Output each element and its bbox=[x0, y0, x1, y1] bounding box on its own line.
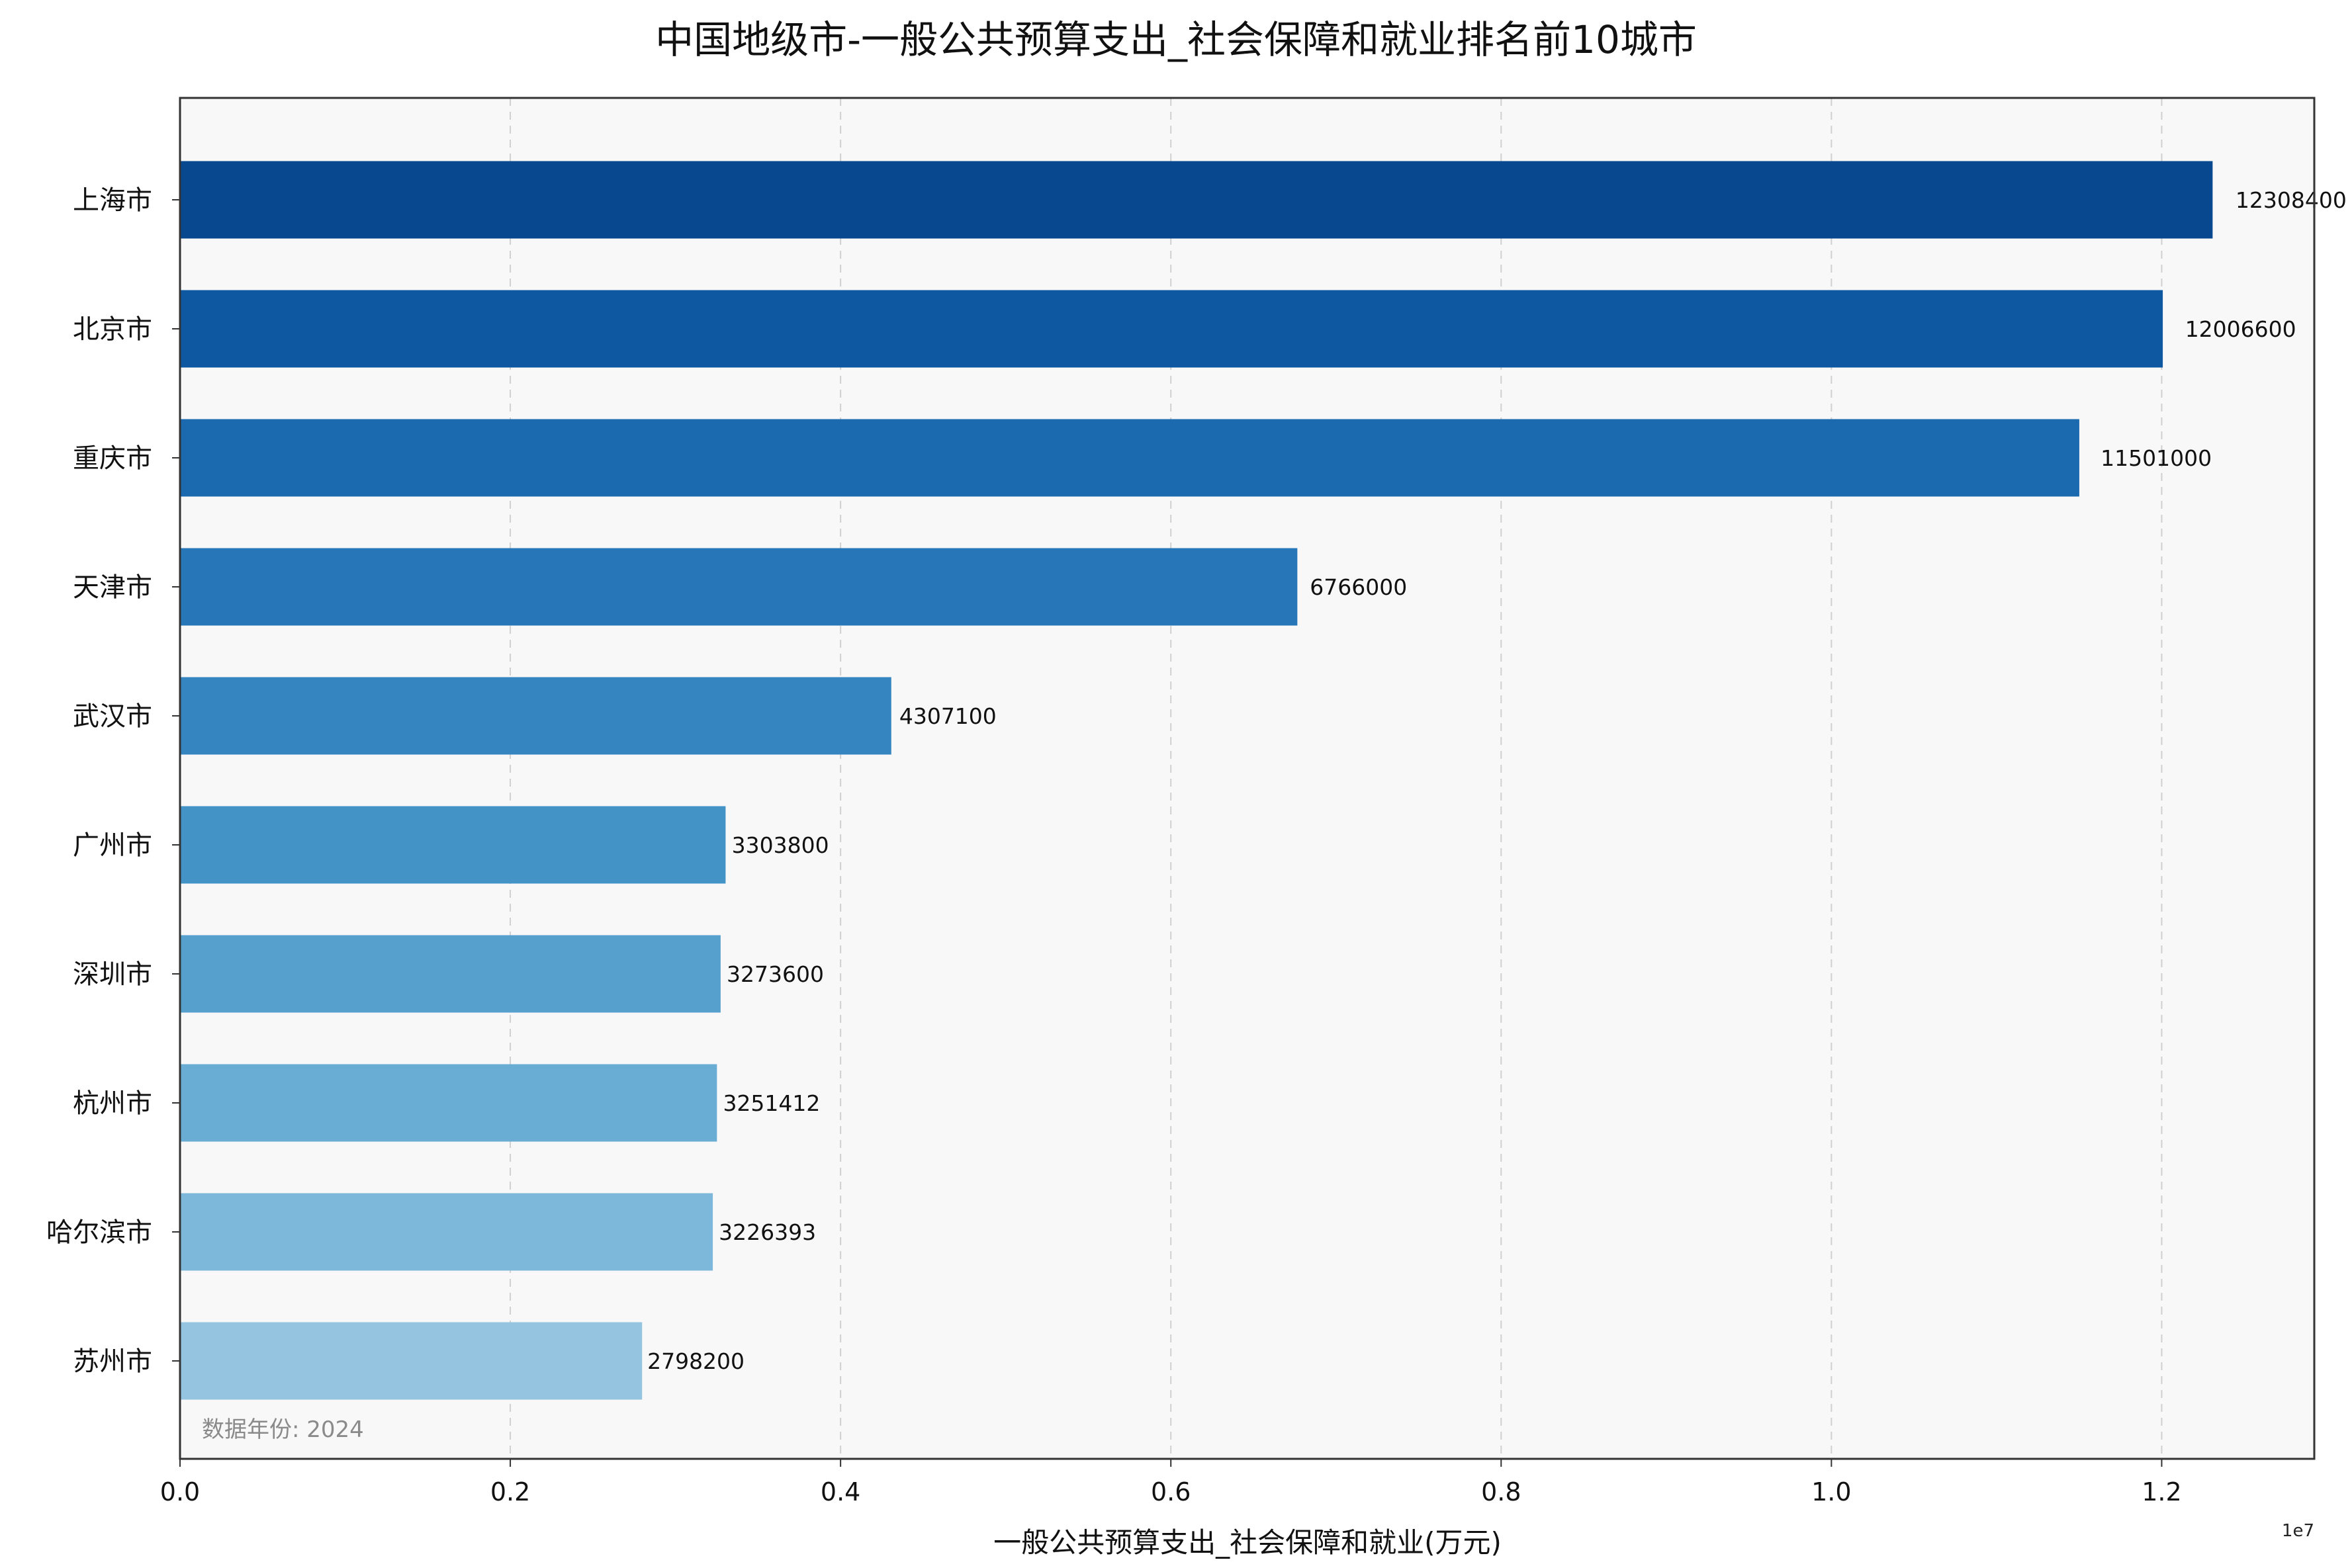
category-label: 深圳市 bbox=[73, 959, 152, 990]
bar bbox=[180, 419, 2079, 497]
bar bbox=[180, 935, 721, 1013]
category-label: 上海市 bbox=[73, 185, 152, 216]
bar bbox=[180, 1064, 717, 1142]
category-label: 武汉市 bbox=[73, 701, 152, 732]
value-label: 2798200 bbox=[647, 1348, 745, 1374]
value-label: 4307100 bbox=[899, 703, 997, 729]
value-label: 12006600 bbox=[2185, 316, 2296, 342]
value-label: 3226393 bbox=[719, 1219, 816, 1245]
plot-frame bbox=[179, 97, 2316, 1460]
value-labels: 12308400 12006600 11501000 6766000 4307100 33… bbox=[647, 187, 2347, 1374]
category-label: 杭州市 bbox=[73, 1088, 152, 1119]
value-label: 12308400 bbox=[2236, 187, 2347, 213]
chart-title: 中国地级市-一般公共预算支出_社会保障和就业排名前10城市 bbox=[655, 17, 1697, 62]
x-tick-label: 0.8 bbox=[1481, 1477, 1521, 1506]
bar bbox=[180, 677, 891, 755]
category-label: 天津市 bbox=[73, 572, 152, 603]
value-label: 3273600 bbox=[727, 961, 824, 987]
x-axis-ticks: 0.0 0.2 0.4 0.6 0.8 1.0 1.2 bbox=[160, 1459, 2182, 1506]
value-label: 11501000 bbox=[2101, 445, 2212, 471]
bar bbox=[180, 161, 2213, 239]
bar-series bbox=[180, 161, 2213, 1400]
bar bbox=[180, 1193, 713, 1271]
value-label: 3303800 bbox=[732, 832, 829, 858]
data-year-note: 数据年份: 2024 bbox=[202, 1416, 364, 1443]
value-label: 3251412 bbox=[723, 1090, 820, 1116]
category-label: 苏州市 bbox=[73, 1346, 152, 1377]
x-tick-label: 0.2 bbox=[490, 1477, 530, 1506]
bar bbox=[180, 548, 1298, 626]
bar bbox=[180, 806, 726, 884]
x-axis-exponent: 1e7 bbox=[2282, 1521, 2314, 1541]
x-axis-label: 一般公共预算支出_社会保障和就业(万元) bbox=[993, 1526, 1502, 1559]
x-tick-label: 0.0 bbox=[160, 1477, 200, 1506]
bar bbox=[180, 1322, 643, 1400]
bar bbox=[180, 290, 2163, 368]
x-tick-label: 1.0 bbox=[1811, 1477, 1851, 1506]
value-label: 6766000 bbox=[1310, 574, 1407, 600]
category-label: 重庆市 bbox=[73, 443, 152, 474]
x-tick-label: 1.2 bbox=[2142, 1477, 2181, 1506]
x-tick-label: 0.6 bbox=[1151, 1477, 1191, 1506]
category-label: 哈尔滨市 bbox=[46, 1217, 152, 1248]
category-label: 北京市 bbox=[73, 314, 152, 345]
category-label: 广州市 bbox=[73, 830, 152, 861]
x-tick-label: 0.4 bbox=[821, 1477, 860, 1506]
